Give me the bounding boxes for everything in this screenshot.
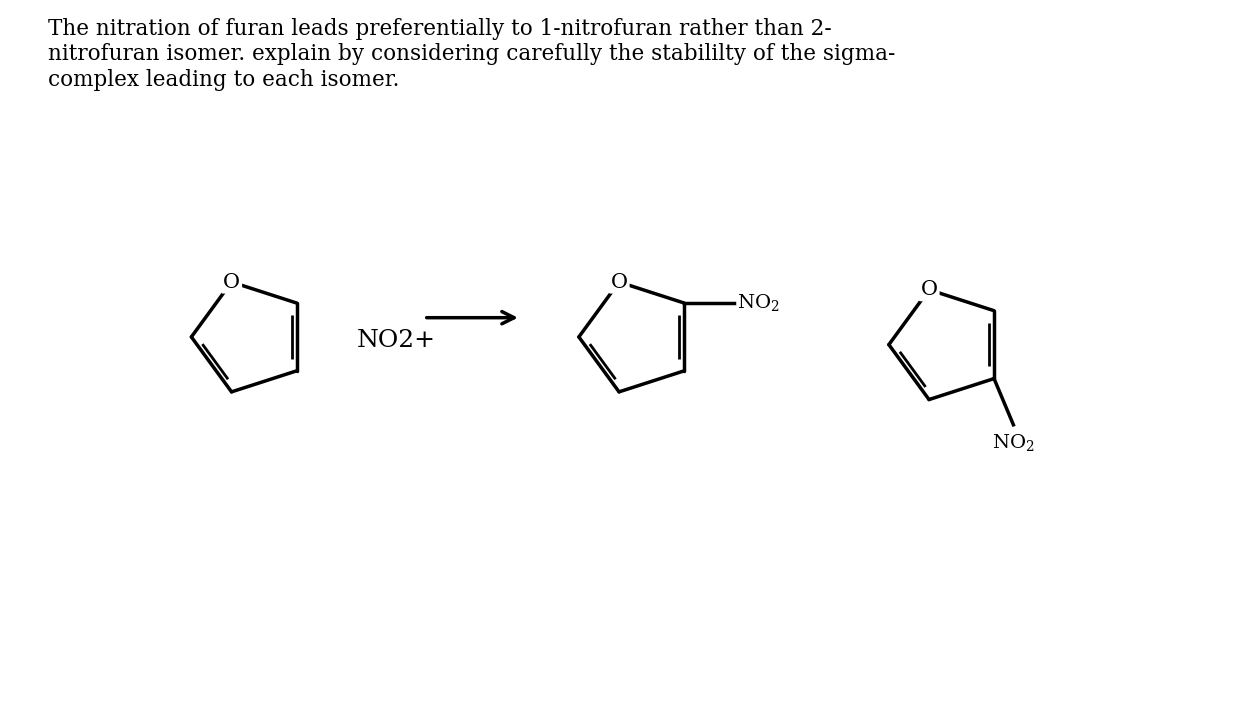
Text: The nitration of furan leads preferentially to 1-nitrofuran rather than 2-
nitro: The nitration of furan leads preferentia… (48, 18, 895, 91)
Text: $\mathregular{NO_2}$: $\mathregular{NO_2}$ (992, 432, 1034, 453)
Text: O: O (223, 273, 240, 291)
Text: NO2+: NO2+ (357, 329, 436, 352)
Text: $\mathregular{NO_2}$: $\mathregular{NO_2}$ (736, 293, 779, 314)
Text: O: O (611, 273, 627, 291)
Text: O: O (920, 280, 938, 299)
